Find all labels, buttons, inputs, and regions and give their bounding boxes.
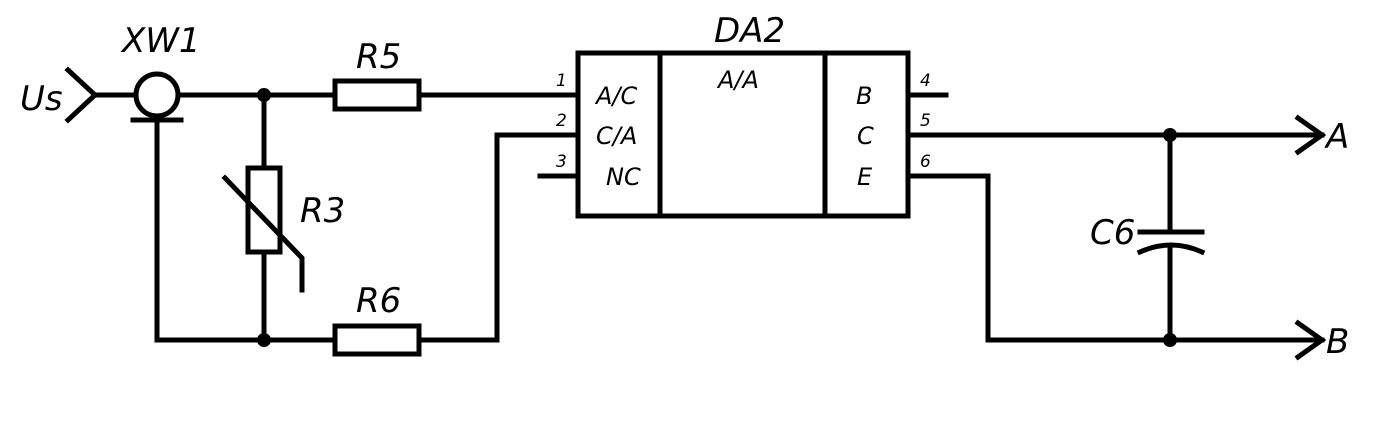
output-arrow-b [1294, 319, 1327, 361]
input-arrow [64, 66, 99, 124]
output-a-label: A [1324, 117, 1349, 157]
pin-3-number: 3 [556, 152, 567, 172]
pin-1-name: A/C [594, 82, 638, 110]
output-b-label: B [1326, 322, 1349, 362]
chip-center-label: A/A [716, 66, 759, 94]
c6-label: C6 [1090, 213, 1135, 253]
pin-3-name: NC [606, 163, 641, 191]
pin-2-number: 2 [556, 111, 567, 131]
pin-5-number: 5 [920, 111, 931, 131]
varistor-slash [221, 174, 305, 293]
pin-2-name: C/A [596, 122, 637, 150]
pin-4-name: B [856, 82, 872, 110]
r5-label: R5 [356, 37, 401, 77]
r3-label: R3 [300, 191, 345, 231]
resistor-r6 [332, 323, 422, 357]
wire-pin6 [905, 173, 1325, 343]
pin-6-number: 6 [920, 152, 931, 172]
r6-label: R6 [356, 281, 401, 321]
pin-1-number: 1 [556, 71, 567, 91]
chip-designator: DA2 [714, 11, 785, 51]
output-arrow-a [1294, 114, 1327, 156]
connector-xw1 [133, 71, 181, 119]
resistor-r5 [332, 78, 422, 112]
input-label: Us [20, 79, 63, 119]
pin-5-name: C [857, 122, 874, 150]
wire-pin2 [416, 132, 581, 343]
pin-4-number: 4 [920, 71, 931, 91]
connector-label: XW1 [120, 21, 201, 61]
pin-6-name: E [857, 163, 873, 191]
